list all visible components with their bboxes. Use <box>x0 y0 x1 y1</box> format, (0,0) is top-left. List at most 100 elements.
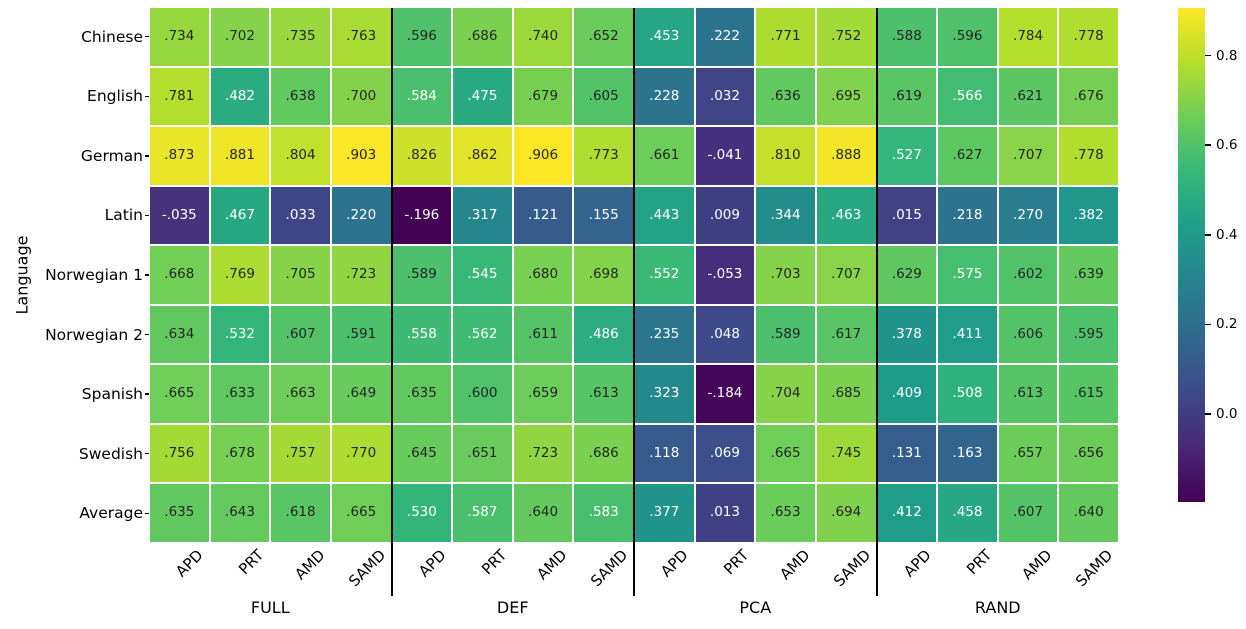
colorbar-tick-label: 0.4 <box>1216 226 1238 243</box>
heatmap-cell: .619 <box>877 67 937 126</box>
heatmap-cell: .665 <box>331 484 391 542</box>
colorbar-tick-mark <box>1205 413 1211 415</box>
y-tick-label: English <box>87 87 143 106</box>
x-group-label: PCA <box>739 598 772 617</box>
x-tick-label: SAMD <box>1072 546 1117 591</box>
heatmap-cell: -.053 <box>695 246 755 304</box>
heatmap-cell: .659 <box>513 365 573 423</box>
y-tick-label: Swedish <box>78 444 143 463</box>
y-tick-label: Norwegian 1 <box>45 266 143 284</box>
heatmap-cell: .635 <box>392 365 452 423</box>
heatmap-cell: .607 <box>271 305 330 364</box>
heatmap-cell: .587 <box>453 484 512 542</box>
heatmap-cell: .463 <box>816 186 876 245</box>
heatmap-cell: .443 <box>635 186 694 245</box>
heatmap-cell: .409 <box>877 365 937 423</box>
heatmap-cell: -.035 <box>150 186 209 245</box>
heatmap-cell: .222 <box>695 8 755 66</box>
heatmap-cell: .613 <box>574 365 633 423</box>
colorbar-tick-label: 0.6 <box>1216 137 1238 154</box>
heatmap-cell: .218 <box>938 186 997 245</box>
y-tick-mark <box>145 214 149 217</box>
colorbar-tick-label: 0.0 <box>1216 406 1238 423</box>
heatmap-cell: .639 <box>1059 246 1118 304</box>
heatmap-cell: .635 <box>150 484 209 542</box>
heatmap-cell: .611 <box>513 305 573 364</box>
heatmap-cell: .163 <box>938 424 997 483</box>
heatmap-cell: .735 <box>271 8 330 66</box>
heatmap-cell: .704 <box>756 365 815 423</box>
heatmap-cell: .009 <box>695 186 755 245</box>
x-tick-label: PRT <box>235 546 268 579</box>
y-tick-mark <box>145 95 149 98</box>
heatmap-cell: .482 <box>210 67 270 126</box>
heatmap-cell: .695 <box>816 67 876 126</box>
heatmap-cell: .643 <box>210 484 270 542</box>
heatmap-cell: .458 <box>938 484 997 542</box>
heatmap-cell: .686 <box>574 424 633 483</box>
heatmap-cell: .606 <box>998 305 1058 364</box>
heatmap-cell: .591 <box>331 305 391 364</box>
heatmap-cell: .270 <box>998 186 1058 245</box>
heatmap-cell: .508 <box>938 365 997 423</box>
heatmap-cell: .705 <box>271 246 330 304</box>
heatmap-cell: .636 <box>756 67 815 126</box>
heatmap-cell: .629 <box>877 246 937 304</box>
y-tick-label: Latin <box>104 206 143 225</box>
heatmap-cell: .032 <box>695 67 755 126</box>
heatmap-cell: .377 <box>635 484 694 542</box>
heatmap-cell: .155 <box>574 186 633 245</box>
heatmap-cell: .723 <box>331 246 391 304</box>
heatmap-cell: .530 <box>392 484 452 542</box>
x-tick-label: PRT <box>477 546 511 579</box>
heatmap-cell: .640 <box>1059 484 1118 542</box>
heatmap-cell: .698 <box>574 246 633 304</box>
x-group-label: DEF <box>496 598 529 617</box>
heatmap-cell: .757 <box>271 424 330 483</box>
heatmap-cell: .645 <box>392 424 452 483</box>
y-tick-label: Chinese <box>81 27 143 46</box>
heatmap-cell: .770 <box>331 424 391 483</box>
heatmap-cell: .486 <box>574 305 633 364</box>
heatmap-cell: .621 <box>998 67 1058 126</box>
heatmap-cell: .702 <box>210 8 270 66</box>
heatmap-cell: .589 <box>756 305 815 364</box>
heatmap-cell: .048 <box>695 305 755 364</box>
x-tick-label: PRT <box>720 546 753 579</box>
heatmap-cell: .583 <box>574 484 633 542</box>
heatmap-cell: .411 <box>938 305 997 364</box>
heatmap-cell: .634 <box>150 305 209 364</box>
heatmap-cell: .663 <box>271 365 330 423</box>
heatmap-cell: .661 <box>635 127 694 185</box>
heatmap-cell: .649 <box>331 365 391 423</box>
heatmap-cell: .862 <box>453 127 512 185</box>
heatmap-cell: .665 <box>150 365 209 423</box>
heatmap-cell: .627 <box>938 127 997 185</box>
heatmap-cell: .804 <box>271 127 330 185</box>
heatmap-cell: .638 <box>271 67 330 126</box>
colorbar-tick-mark <box>1205 144 1211 146</box>
heatmap-cell: .778 <box>1059 127 1118 185</box>
heatmap-cell: .558 <box>392 305 452 364</box>
heatmap-cell: .600 <box>453 365 512 423</box>
colorbar-tick-mark <box>1205 234 1211 236</box>
heatmap-cell: .686 <box>453 8 512 66</box>
heatmap-cell: .678 <box>210 424 270 483</box>
heatmap-cell: .903 <box>331 127 391 185</box>
y-tick-mark <box>145 452 149 455</box>
heatmap-cell: .453 <box>635 8 694 66</box>
heatmap-cell: .694 <box>816 484 876 542</box>
x-tick-label: PRT <box>962 546 996 579</box>
heatmap-cell: .562 <box>453 305 512 364</box>
heatmap-cell: .317 <box>453 186 512 245</box>
heatmap-cell: .707 <box>998 127 1058 185</box>
heatmap-cell: .596 <box>938 8 997 66</box>
heatmap-cell: .651 <box>453 424 512 483</box>
x-tick-label: APD <box>899 546 935 581</box>
x-tick-label: APD <box>172 546 208 581</box>
heatmap-cell: .605 <box>574 67 633 126</box>
heatmap-cell: .475 <box>453 67 512 126</box>
heatmap-cell: .602 <box>998 246 1058 304</box>
y-tick-mark <box>145 36 149 38</box>
